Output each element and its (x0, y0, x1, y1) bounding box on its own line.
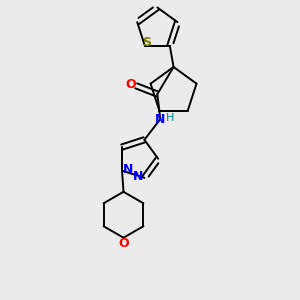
Text: N: N (154, 112, 165, 126)
Text: O: O (125, 78, 136, 91)
Text: H: H (166, 112, 174, 123)
Text: S: S (142, 36, 152, 49)
Text: N: N (133, 170, 143, 183)
Text: O: O (118, 237, 129, 250)
Text: N: N (123, 163, 134, 176)
